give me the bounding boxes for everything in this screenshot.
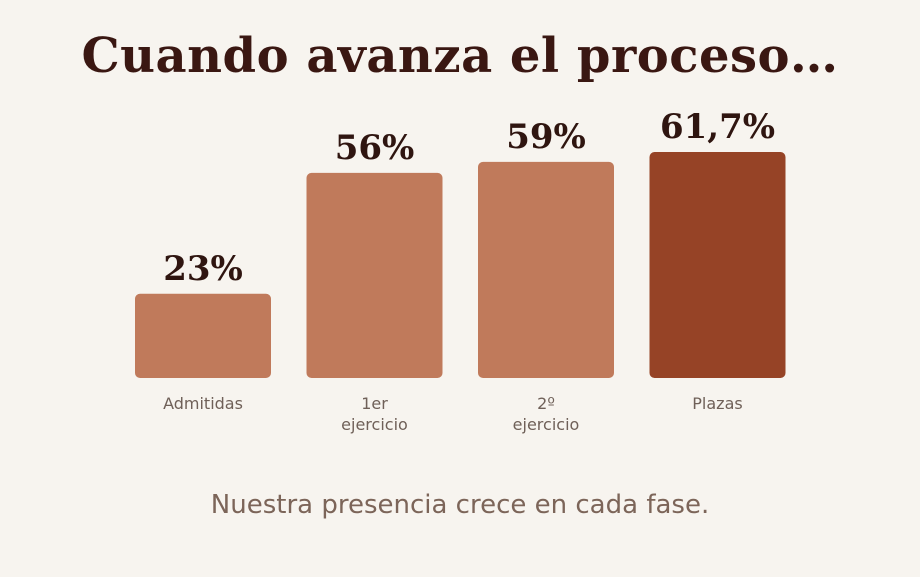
category-label-line: Admitidas bbox=[163, 394, 243, 413]
chart-title: Cuando avanza el proceso… bbox=[81, 28, 839, 84]
value-label-3: 59% bbox=[506, 117, 586, 157]
value-label-4: 61,7% bbox=[660, 107, 775, 147]
category-label-line: 2º bbox=[537, 394, 555, 413]
bar-2 bbox=[306, 172, 443, 378]
category-label-4: Plazas bbox=[692, 394, 742, 413]
chart-subtitle: Nuestra presencia crece en cada fase. bbox=[210, 490, 710, 520]
category-label-line: 1er bbox=[361, 394, 388, 413]
bar-1 bbox=[135, 293, 271, 378]
category-label-1: Admitidas bbox=[163, 394, 243, 413]
category-label-line: ejercicio bbox=[513, 415, 580, 434]
category-label-2: 1er ejercicio bbox=[341, 394, 408, 434]
category-label-3: 2º ejercicio bbox=[513, 394, 580, 434]
category-label-line: ejercicio bbox=[341, 415, 408, 434]
category-label-line: Plazas bbox=[692, 394, 742, 413]
value-label-1: 23% bbox=[163, 249, 243, 289]
bar-3 bbox=[478, 161, 614, 378]
value-label-2: 56% bbox=[335, 128, 415, 168]
bar-4 bbox=[649, 152, 786, 378]
